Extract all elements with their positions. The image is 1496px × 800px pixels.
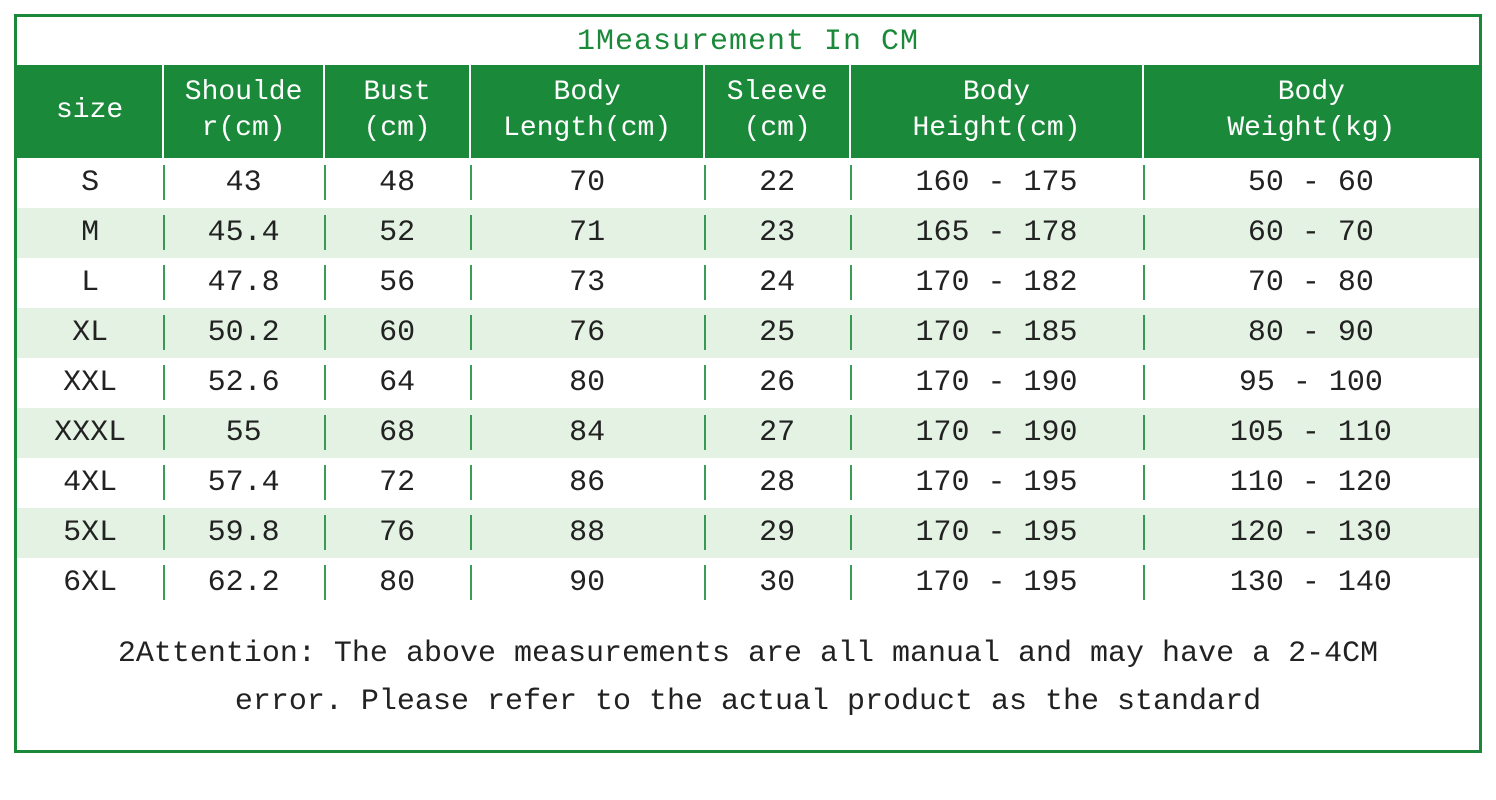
cell-height: 170 - 195	[850, 508, 1142, 558]
cell-size: 6XL	[17, 558, 163, 608]
table-row: XXXL55688427170 - 190105 - 110	[17, 408, 1479, 458]
cell-shoulder: 50.2	[163, 308, 324, 358]
cell-size: 5XL	[17, 508, 163, 558]
cell-bust: 72	[324, 458, 470, 508]
col-size: size	[17, 65, 163, 158]
col-body-length: BodyLength(cm)	[470, 65, 704, 158]
cell-size: 4XL	[17, 458, 163, 508]
cell-size: L	[17, 258, 163, 308]
cell-height: 170 - 182	[850, 258, 1142, 308]
cell-sleeve: 29	[704, 508, 850, 558]
cell-body_length: 70	[470, 158, 704, 208]
cell-weight: 70 - 80	[1143, 258, 1479, 308]
cell-sleeve: 30	[704, 558, 850, 608]
cell-sleeve: 27	[704, 408, 850, 458]
cell-bust: 64	[324, 358, 470, 408]
cell-weight: 110 - 120	[1143, 458, 1479, 508]
cell-bust: 48	[324, 158, 470, 208]
cell-weight: 60 - 70	[1143, 208, 1479, 258]
table-row: 4XL57.4728628170 - 195110 - 120	[17, 458, 1479, 508]
cell-sleeve: 23	[704, 208, 850, 258]
cell-sleeve: 25	[704, 308, 850, 358]
cell-weight: 80 - 90	[1143, 308, 1479, 358]
cell-body_length: 84	[470, 408, 704, 458]
table-row: L47.8567324170 - 18270 - 80	[17, 258, 1479, 308]
cell-size: XXXL	[17, 408, 163, 458]
cell-size: M	[17, 208, 163, 258]
col-shoulder: Shoulder(cm)	[163, 65, 324, 158]
table-body: S43487022160 - 17550 - 60M45.4527123165 …	[17, 158, 1479, 608]
cell-size: XXL	[17, 358, 163, 408]
cell-shoulder: 62.2	[163, 558, 324, 608]
cell-body_length: 88	[470, 508, 704, 558]
cell-body_length: 90	[470, 558, 704, 608]
cell-height: 170 - 190	[850, 408, 1142, 458]
attention-note: 2Attention: The above measurements are a…	[17, 608, 1479, 750]
cell-height: 170 - 190	[850, 358, 1142, 408]
col-sleeve: Sleeve(cm)	[704, 65, 850, 158]
cell-sleeve: 26	[704, 358, 850, 408]
table-title: 1Measurement In CM	[17, 17, 1479, 65]
table-row: XL50.2607625170 - 18580 - 90	[17, 308, 1479, 358]
cell-weight: 50 - 60	[1143, 158, 1479, 208]
cell-bust: 80	[324, 558, 470, 608]
table-row: M45.4527123165 - 17860 - 70	[17, 208, 1479, 258]
table-row: S43487022160 - 17550 - 60	[17, 158, 1479, 208]
size-chart: 1Measurement In CM size Shoulder(cm) Bus…	[14, 14, 1482, 753]
cell-sleeve: 24	[704, 258, 850, 308]
table-footer-row: 2Attention: The above measurements are a…	[17, 608, 1479, 750]
cell-shoulder: 52.6	[163, 358, 324, 408]
cell-body_length: 86	[470, 458, 704, 508]
cell-height: 170 - 185	[850, 308, 1142, 358]
cell-height: 160 - 175	[850, 158, 1142, 208]
cell-bust: 52	[324, 208, 470, 258]
table-row: 6XL62.2809030170 - 195130 - 140	[17, 558, 1479, 608]
cell-weight: 95 - 100	[1143, 358, 1479, 408]
cell-sleeve: 22	[704, 158, 850, 208]
cell-bust: 56	[324, 258, 470, 308]
cell-weight: 105 - 110	[1143, 408, 1479, 458]
cell-bust: 76	[324, 508, 470, 558]
cell-shoulder: 47.8	[163, 258, 324, 308]
col-body-height: BodyHeight(cm)	[850, 65, 1142, 158]
cell-height: 170 - 195	[850, 458, 1142, 508]
cell-body_length: 76	[470, 308, 704, 358]
cell-bust: 60	[324, 308, 470, 358]
cell-height: 170 - 195	[850, 558, 1142, 608]
cell-shoulder: 55	[163, 408, 324, 458]
cell-weight: 130 - 140	[1143, 558, 1479, 608]
cell-body_length: 80	[470, 358, 704, 408]
table-row: XXL52.6648026170 - 19095 - 100	[17, 358, 1479, 408]
cell-shoulder: 43	[163, 158, 324, 208]
cell-size: S	[17, 158, 163, 208]
cell-height: 165 - 178	[850, 208, 1142, 258]
cell-shoulder: 57.4	[163, 458, 324, 508]
col-body-weight: BodyWeight(kg)	[1143, 65, 1479, 158]
cell-shoulder: 45.4	[163, 208, 324, 258]
col-bust: Bust(cm)	[324, 65, 470, 158]
cell-weight: 120 - 130	[1143, 508, 1479, 558]
cell-body_length: 71	[470, 208, 704, 258]
cell-size: XL	[17, 308, 163, 358]
cell-body_length: 73	[470, 258, 704, 308]
table-header: size Shoulder(cm) Bust(cm) BodyLength(cm…	[17, 65, 1479, 158]
table-row: 5XL59.8768829170 - 195120 - 130	[17, 508, 1479, 558]
cell-bust: 68	[324, 408, 470, 458]
cell-shoulder: 59.8	[163, 508, 324, 558]
cell-sleeve: 28	[704, 458, 850, 508]
measurement-table: size Shoulder(cm) Bust(cm) BodyLength(cm…	[17, 65, 1479, 750]
